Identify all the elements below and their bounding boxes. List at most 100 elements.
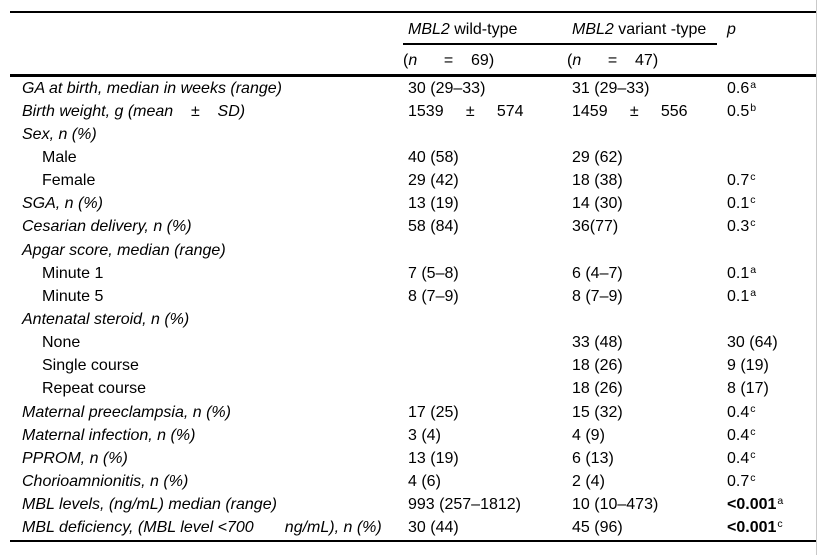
variant-type-value: 10 (10–473)	[572, 496, 659, 514]
row-label: Female	[42, 172, 96, 190]
group-header-underline	[403, 43, 717, 45]
p-value: 0.5b	[727, 101, 817, 121]
table-row: MBL deficiency, (MBL level <700 ng/mL), …	[22, 517, 817, 540]
n-symbol: n	[572, 52, 582, 69]
table-row: GA at birth, median in weeks (range) 30 …	[22, 77, 817, 100]
wild-type-value: 13 (19)	[408, 449, 459, 467]
p-value-text: 30 (64)	[727, 334, 778, 352]
p-value: 0.3c	[727, 217, 817, 236]
variant-type-value: 6 (4–7)	[572, 264, 623, 282]
p-value-superscript: c	[750, 217, 756, 230]
p-value: 0.1a	[727, 263, 817, 283]
p-value-text: 0.1	[727, 264, 750, 282]
wild-type-sample-size: (n = 69)	[403, 52, 494, 70]
p-value	[727, 149, 817, 167]
row-label: GA at birth, median in weeks (range)	[22, 79, 282, 97]
table-row: Antenatal steroid, n (%)	[22, 308, 817, 331]
p-value	[727, 126, 817, 144]
row-label: Apgar score, median (range)	[22, 241, 226, 259]
sample-count: = 69)	[417, 52, 495, 69]
p-value-text: 0.4	[727, 449, 750, 467]
p-value: 0.6a	[727, 79, 817, 98]
variant-type-value: 33 (48)	[572, 334, 623, 352]
p-value: 9 (19)	[727, 357, 817, 375]
row-label: Male	[42, 148, 77, 166]
row-label: Antenatal steroid, n (%)	[22, 310, 190, 328]
p-value-superscript: c	[777, 518, 783, 531]
row-label: Chorioamnionitis, n (%)	[22, 472, 189, 490]
variant-type-value: 15 (32)	[572, 403, 623, 421]
table-row: None 33 (48) 30 (64)	[22, 332, 817, 355]
p-value-text: 9 (19)	[727, 357, 769, 375]
p-value-text: <0.001	[727, 496, 777, 514]
table-row: Single course 18 (26) 9 (19)	[22, 355, 817, 378]
p-value-text: 0.1	[727, 287, 750, 305]
p-value-superscript: c	[750, 471, 756, 484]
paren: (	[567, 52, 573, 69]
table-row: MBL levels, (ng/mL) median (range) 993 (…	[22, 494, 817, 517]
figure-right-edge	[816, 0, 817, 555]
row-label: None	[42, 334, 81, 352]
p-value-text: 0.4	[727, 403, 750, 421]
wild-type-value: 4 (6)	[408, 472, 441, 490]
column-header-variant-type: MBL2 variant -type	[572, 21, 706, 39]
row-label: Birth weight, g (mean ± SD)	[22, 102, 246, 120]
row-label: Maternal infection, n (%)	[22, 426, 196, 444]
table-row: Repeat course 18 (26) 8 (17)	[22, 378, 817, 401]
table-row: Birth weight, g (mean ± SD) 1539 ± 574 1…	[22, 100, 817, 123]
table-row: SGA, n (%) 13 (19) 14 (30) 0.1c	[22, 193, 817, 216]
column-header-p: p	[727, 21, 736, 38]
p-value: 0.1a	[727, 286, 817, 306]
p-value-superscript: a	[750, 263, 757, 276]
p-value-superscript: c	[750, 171, 756, 184]
variant-type-value: 29 (62)	[572, 148, 623, 166]
paren: (	[403, 52, 409, 69]
p-value-superscript: a	[750, 286, 757, 299]
table-row: PPROM, n (%) 13 (19) 6 (13) 0.4c	[22, 447, 817, 470]
wild-type-value: 1539 ± 574	[408, 102, 524, 120]
p-value: 30 (64)	[727, 334, 817, 352]
group-type-label: wild-type	[449, 21, 518, 38]
row-label: MBL deficiency, (MBL level <700 ng/mL), …	[22, 519, 382, 537]
group-type-label: variant -type	[613, 21, 707, 38]
header-divider-rule	[10, 74, 817, 77]
table-row: Female 29 (42) 18 (38) 0.7c	[22, 170, 817, 193]
row-label: Maternal preeclampsia, n (%)	[22, 403, 231, 421]
variant-type-value: 36(77)	[572, 218, 619, 236]
wild-type-value: 58 (84)	[408, 218, 459, 236]
p-value-superscript: b	[750, 101, 757, 114]
table-row: Minute 5 8 (7–9) 8 (7–9) 0.1a	[22, 285, 817, 308]
table-row: Apgar score, median (range)	[22, 239, 817, 262]
table-bottom-rule	[10, 540, 817, 542]
wild-type-value: 8 (7–9)	[408, 287, 459, 305]
wild-type-value: 30 (29–33)	[408, 79, 486, 97]
p-value: <0.001a	[727, 495, 817, 514]
wild-type-value: 40 (58)	[408, 148, 459, 166]
row-label: Minute 5	[42, 287, 104, 305]
row-label: Cesarian delivery, n (%)	[22, 218, 192, 236]
table-body: GA at birth, median in weeks (range) 30 …	[22, 77, 817, 540]
table-row: Sex, n (%)	[22, 123, 817, 146]
variant-type-value: 1459 ± 556	[572, 102, 688, 120]
variant-type-value: 6 (13)	[572, 449, 614, 467]
row-label: Repeat course	[42, 380, 147, 398]
p-value-superscript: c	[750, 402, 756, 415]
variant-type-value: 2 (4)	[572, 472, 605, 490]
variant-type-value: 4 (9)	[572, 426, 605, 444]
p-value: 0.4c	[727, 425, 817, 445]
variant-type-value: 18 (26)	[572, 380, 623, 398]
variant-type-sample-size: (n = 47)	[567, 52, 658, 70]
p-value-superscript: c	[750, 425, 756, 438]
p-value: 0.4c	[727, 402, 817, 422]
p-value: 0.4c	[727, 449, 817, 468]
row-label: PPROM, n (%)	[22, 449, 128, 467]
row-label: MBL levels, (ng/mL) median (range)	[22, 496, 277, 514]
p-value-superscript: a	[777, 495, 784, 508]
p-value: 0.7c	[727, 171, 817, 190]
n-symbol: n	[408, 52, 418, 69]
wild-type-value: 30 (44)	[408, 519, 459, 537]
wild-type-value: 7 (5–8)	[408, 264, 459, 282]
sample-count: = 47)	[581, 52, 659, 69]
p-value-text: 0.6	[727, 79, 750, 97]
